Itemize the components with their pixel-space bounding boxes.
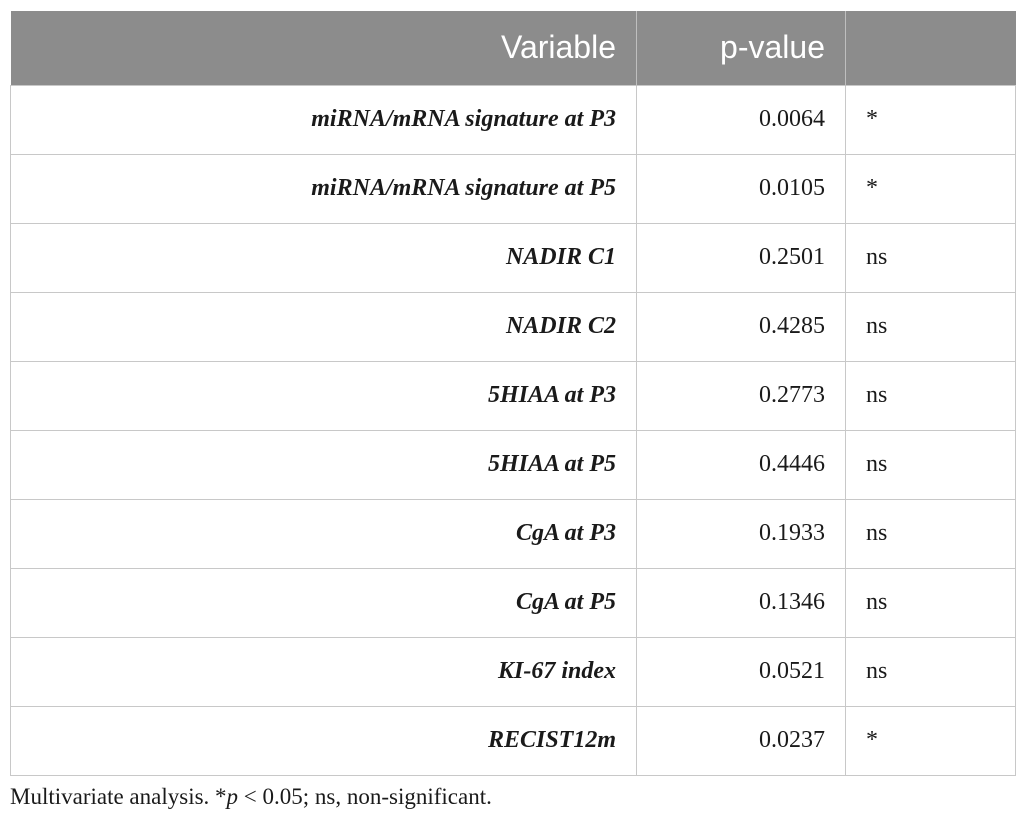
variable-cell: miRNA/mRNA signature at P5 bbox=[10, 153, 637, 223]
table-row: KI-67 index 0.0521 ns bbox=[10, 636, 1016, 706]
variable-cell: 5HIAA at P5 bbox=[10, 429, 637, 499]
significance-cell: ns bbox=[845, 291, 1016, 361]
header-significance bbox=[845, 11, 1016, 85]
significance-cell: ns bbox=[845, 429, 1016, 499]
significance-cell: ns bbox=[845, 360, 1016, 430]
footnote-prefix: Multivariate analysis. * bbox=[10, 784, 227, 809]
variable-cell: miRNA/mRNA signature at P3 bbox=[10, 84, 637, 154]
table-row: 5HIAA at P3 0.2773 ns bbox=[10, 360, 1016, 430]
significance-cell: ns bbox=[845, 567, 1016, 637]
header-p-value: p-value bbox=[636, 11, 846, 85]
significance-cell: ns bbox=[845, 636, 1016, 706]
p-value-cell: 0.4285 bbox=[636, 291, 846, 361]
variable-cell: RECIST12m bbox=[10, 705, 637, 776]
table-row: RECIST12m 0.0237 * bbox=[10, 705, 1016, 776]
variable-cell: 5HIAA at P3 bbox=[10, 360, 637, 430]
footnote-suffix: < 0.05; ns, non-significant. bbox=[238, 784, 492, 809]
p-value-cell: 0.0105 bbox=[636, 153, 846, 223]
table-row: CgA at P3 0.1933 ns bbox=[10, 498, 1016, 568]
significance-cell: ns bbox=[845, 222, 1016, 292]
significance-cell: ns bbox=[845, 498, 1016, 568]
multivariate-results-table: Variable p-value miRNA/mRNA signature at… bbox=[10, 11, 1016, 776]
table-row: NADIR C1 0.2501 ns bbox=[10, 222, 1016, 292]
p-value-cell: 0.0064 bbox=[636, 84, 846, 154]
variable-cell: NADIR C2 bbox=[10, 291, 637, 361]
table-row: miRNA/mRNA signature at P3 0.0064 * bbox=[10, 84, 1016, 154]
header-variable: Variable bbox=[10, 11, 637, 85]
significance-cell: * bbox=[845, 705, 1016, 776]
p-value-cell: 0.1346 bbox=[636, 567, 846, 637]
table-body: miRNA/mRNA signature at P3 0.0064 * miRN… bbox=[10, 84, 1016, 776]
table-row: NADIR C2 0.4285 ns bbox=[10, 291, 1016, 361]
table-row: 5HIAA at P5 0.4446 ns bbox=[10, 429, 1016, 499]
p-value-cell: 0.1933 bbox=[636, 498, 846, 568]
variable-cell: CgA at P5 bbox=[10, 567, 637, 637]
variable-cell: KI-67 index bbox=[10, 636, 637, 706]
table-header: Variable p-value bbox=[10, 11, 1016, 85]
p-value-cell: 0.0237 bbox=[636, 705, 846, 776]
significance-cell: * bbox=[845, 153, 1016, 223]
table-footnote: Multivariate analysis. *p < 0.05; ns, no… bbox=[10, 784, 492, 810]
variable-cell: NADIR C1 bbox=[10, 222, 637, 292]
p-value-cell: 0.2773 bbox=[636, 360, 846, 430]
significance-cell: * bbox=[845, 84, 1016, 154]
header-row: Variable p-value bbox=[10, 11, 1016, 85]
footnote-p-symbol: p bbox=[226, 784, 239, 809]
p-value-cell: 0.4446 bbox=[636, 429, 846, 499]
p-value-cell: 0.2501 bbox=[636, 222, 846, 292]
variable-cell: CgA at P3 bbox=[10, 498, 637, 568]
table-row: CgA at P5 0.1346 ns bbox=[10, 567, 1016, 637]
p-value-cell: 0.0521 bbox=[636, 636, 846, 706]
table-row: miRNA/mRNA signature at P5 0.0105 * bbox=[10, 153, 1016, 223]
